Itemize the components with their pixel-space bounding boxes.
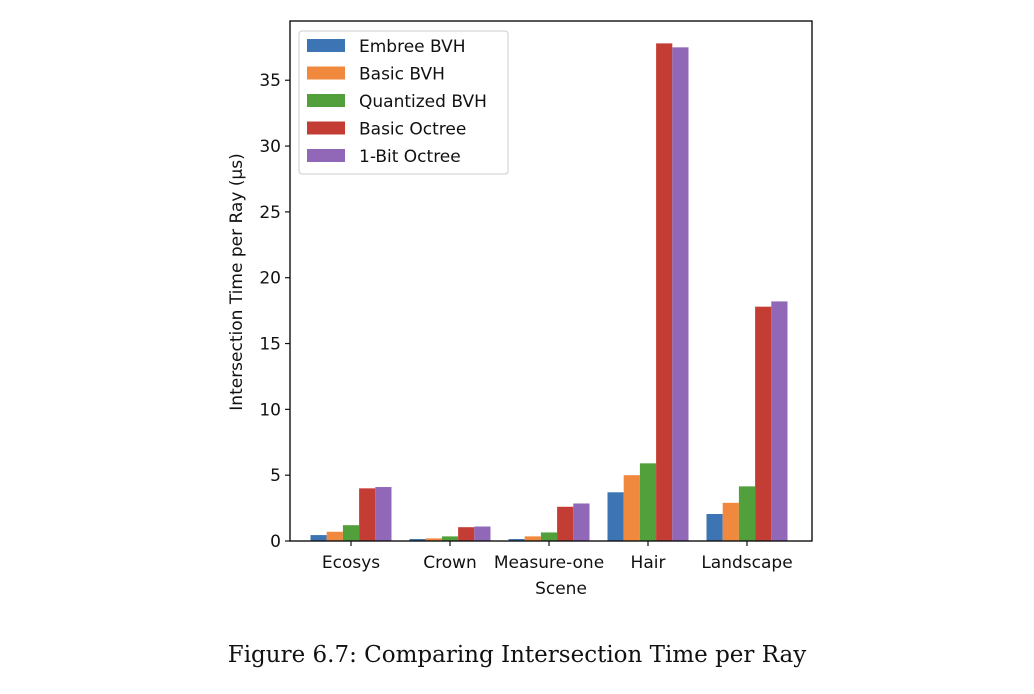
bars-layer (310, 43, 788, 541)
bar-quantized-bvh-hair (639, 463, 657, 541)
bar-basic-octree-ecosys (359, 488, 376, 541)
bar-quantized-bvh-ecosys (342, 525, 360, 541)
bar-basic-octree-hair (656, 43, 673, 541)
legend-box (298, 30, 509, 175)
bar-basic-bvh-hair (623, 475, 640, 541)
legend-label: Embree BVH (359, 37, 466, 57)
legend-label: Quantized BVH (359, 92, 487, 112)
y-tick-label: 10 (259, 400, 281, 420)
bar-basic-bvh-crown (425, 538, 442, 541)
bar-1-bit-octree-ecosys (375, 487, 392, 541)
x-axis-label: Scene (535, 579, 587, 599)
y-axis-label: Intersection Time per Ray (µs) (227, 153, 247, 410)
bar-embree-bvh-crown (409, 539, 426, 541)
legend-label: Basic Octree (359, 120, 466, 140)
bar-quantized-bvh-crown (441, 536, 459, 541)
legend-swatch (307, 121, 345, 135)
bar-basic-bvh-ecosys (326, 531, 343, 541)
legend-label: Basic BVH (359, 65, 445, 85)
y-tick-label: 20 (259, 269, 281, 289)
x-tick-label: Ecosys (322, 553, 380, 573)
y-tick-label: 35 (259, 71, 281, 91)
bar-quantized-bvh-landscape (738, 486, 756, 541)
bar-basic-octree-crown (458, 527, 475, 541)
y-axis-ticks: 0 5 10 15 20 25 30 35 (259, 71, 290, 552)
x-tick-label: Landscape (701, 553, 792, 573)
y-tick-label: 0 (270, 532, 281, 552)
legend: Embree BVH Basic BVH Quantized BVH Basic Oc… (298, 30, 509, 175)
bar-1-bit-octree-hair (672, 47, 689, 541)
bar-basic-bvh-landscape (722, 502, 739, 541)
legend-swatch (307, 149, 345, 162)
bar-embree-bvh-hair (607, 492, 624, 541)
legend-swatch (307, 66, 345, 80)
legend-swatch (307, 94, 345, 107)
bar-basic-octree-measure-one (557, 506, 574, 541)
bar-quantized-bvh-measure-one (540, 532, 558, 541)
x-axis-ticks: Ecosys Crown Measure-one Hair Landscape (322, 541, 793, 573)
bar-embree-bvh-measure-one (508, 539, 525, 541)
bar-basic-bvh-measure-one (524, 536, 541, 541)
y-tick-label: 15 (259, 335, 281, 355)
figure-caption: Figure 6.7: Comparing Intersection Time … (227, 642, 807, 668)
bar-basic-octree-landscape (755, 306, 772, 541)
bar-embree-bvh-ecosys (310, 535, 327, 541)
y-tick-label: 25 (259, 203, 281, 223)
bar-1-bit-octree-crown (474, 526, 491, 541)
y-tick-label: 30 (259, 137, 281, 157)
legend-label: 1-Bit Octree (359, 147, 461, 167)
plot-frame (289, 20, 813, 542)
bar-1-bit-octree-measure-one (573, 503, 590, 541)
legend-items: Embree BVH Basic BVH Quantized BVH Basic Oc… (307, 37, 487, 167)
x-tick-label: Crown (423, 553, 477, 573)
bar-embree-bvh-landscape (706, 514, 723, 541)
legend-swatch (307, 39, 345, 52)
y-tick-label: 5 (270, 466, 281, 486)
bar-1-bit-octree-landscape (771, 301, 788, 541)
x-tick-label: Hair (631, 553, 666, 573)
x-tick-label: Measure-one (494, 553, 604, 573)
